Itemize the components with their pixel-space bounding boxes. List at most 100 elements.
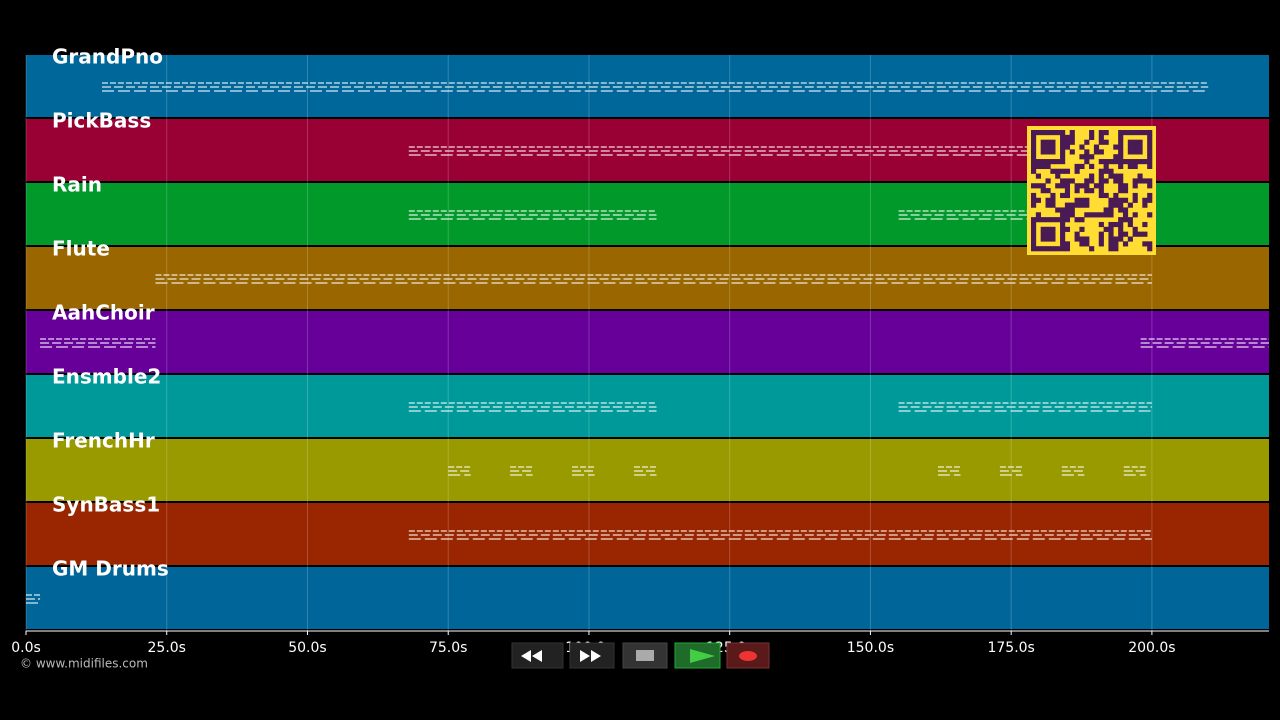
track-row	[26, 247, 1269, 309]
qr-cell	[1064, 183, 1071, 189]
qr-cell	[1122, 231, 1129, 237]
qr-cell	[1098, 188, 1104, 194]
qr-cell	[1118, 154, 1124, 160]
qr-cell	[1035, 159, 1041, 165]
qr-cell	[1060, 217, 1066, 223]
qr-cell	[1108, 231, 1114, 237]
note-span	[572, 466, 595, 476]
note-span	[1061, 466, 1085, 476]
track-label: FrenchHr	[52, 429, 155, 453]
qr-cell	[1060, 246, 1066, 252]
qr-cell	[1132, 130, 1138, 136]
qr-cell	[1127, 236, 1133, 242]
qr-cell	[1045, 130, 1051, 136]
fast-forward-button[interactable]	[569, 642, 615, 669]
qr-cell	[1118, 178, 1124, 184]
qr-cell	[1098, 173, 1104, 179]
qr-cell	[1079, 154, 1085, 160]
qr-cell	[1069, 178, 1075, 184]
qr-cell	[1127, 217, 1133, 223]
qr-cell	[1035, 246, 1041, 252]
qr-cell	[1060, 149, 1066, 155]
qr-cell	[1118, 130, 1124, 136]
qr-cell	[1137, 159, 1143, 165]
qr-cell	[1103, 192, 1109, 199]
qr-cell	[1045, 197, 1051, 203]
button-bg[interactable]	[622, 642, 668, 669]
qr-cell	[1147, 197, 1153, 203]
qr-cell	[1045, 226, 1051, 232]
qr-cell	[1132, 226, 1138, 232]
note-span	[408, 210, 657, 220]
qr-cell	[1113, 173, 1119, 179]
qr-cell	[1142, 231, 1148, 237]
qr-cell	[1050, 202, 1056, 208]
qr-cell	[1147, 246, 1153, 252]
qr-cell	[1045, 188, 1051, 194]
qr-cell	[1089, 134, 1095, 140]
qr-cell	[1137, 149, 1143, 155]
qr-cell	[1064, 139, 1071, 145]
track-row	[26, 375, 1269, 437]
note-span	[898, 402, 1152, 412]
qr-cell	[1055, 159, 1061, 165]
qr-cell	[1084, 159, 1090, 165]
qr-cell	[1045, 163, 1051, 170]
qr-cell	[1079, 183, 1085, 189]
note-span	[408, 82, 1209, 92]
qr-cell	[1127, 202, 1133, 208]
note-span	[999, 466, 1023, 476]
qr-cell	[1060, 221, 1066, 228]
qr-cell	[1098, 236, 1104, 242]
qr-cell	[1074, 231, 1080, 237]
qr-cell	[1118, 134, 1124, 140]
track-row	[26, 55, 1269, 117]
qr-cell	[1127, 139, 1133, 145]
qr-cell	[1098, 130, 1104, 136]
qr-cell	[1108, 236, 1114, 242]
qr-cell	[1045, 139, 1051, 145]
record-button[interactable]	[726, 642, 770, 669]
qr-cell	[1060, 183, 1066, 189]
qr-cell	[1118, 236, 1124, 242]
qr-cell	[1040, 139, 1046, 145]
track-row	[26, 439, 1269, 501]
copyright: © www.midifiles.com	[20, 657, 148, 671]
qr-cell	[1060, 236, 1066, 242]
note-span	[155, 274, 1152, 284]
qr-cell	[1084, 188, 1090, 194]
qr-cell	[1031, 192, 1037, 199]
qr-cell	[1040, 149, 1046, 155]
qr-cell	[1035, 183, 1041, 189]
track-label: Ensmble2	[52, 365, 161, 389]
qr-cell	[1113, 159, 1119, 165]
qr-cell	[1142, 130, 1148, 136]
qr-cell	[1074, 163, 1080, 170]
qr-cell	[1060, 207, 1066, 213]
qr-cell	[1122, 130, 1129, 136]
qr-cell	[1031, 144, 1037, 150]
qr-cell	[1079, 241, 1085, 247]
qr-cell	[1060, 130, 1066, 136]
play-button[interactable]	[674, 642, 721, 669]
qr-cell	[1147, 241, 1153, 247]
qr-cell	[1035, 217, 1041, 223]
qr-cell	[1050, 192, 1056, 199]
qr-cell	[1147, 163, 1153, 170]
qr-cell	[1122, 212, 1129, 218]
qr-cell	[1064, 144, 1071, 150]
qr-cell	[1098, 183, 1104, 189]
qr-cell	[1079, 202, 1085, 208]
note-span	[26, 594, 41, 604]
rewind-button[interactable]	[511, 642, 564, 669]
qr-cell	[1137, 144, 1143, 150]
qr-cell	[1108, 207, 1114, 213]
qr-cell	[1103, 168, 1109, 174]
stop-button[interactable]	[622, 642, 668, 669]
qr-cell	[1040, 144, 1046, 150]
qr-cell	[1084, 139, 1090, 145]
qr-cell	[1132, 231, 1138, 237]
qr-cell	[1132, 139, 1138, 145]
qr-cell	[1050, 139, 1056, 145]
